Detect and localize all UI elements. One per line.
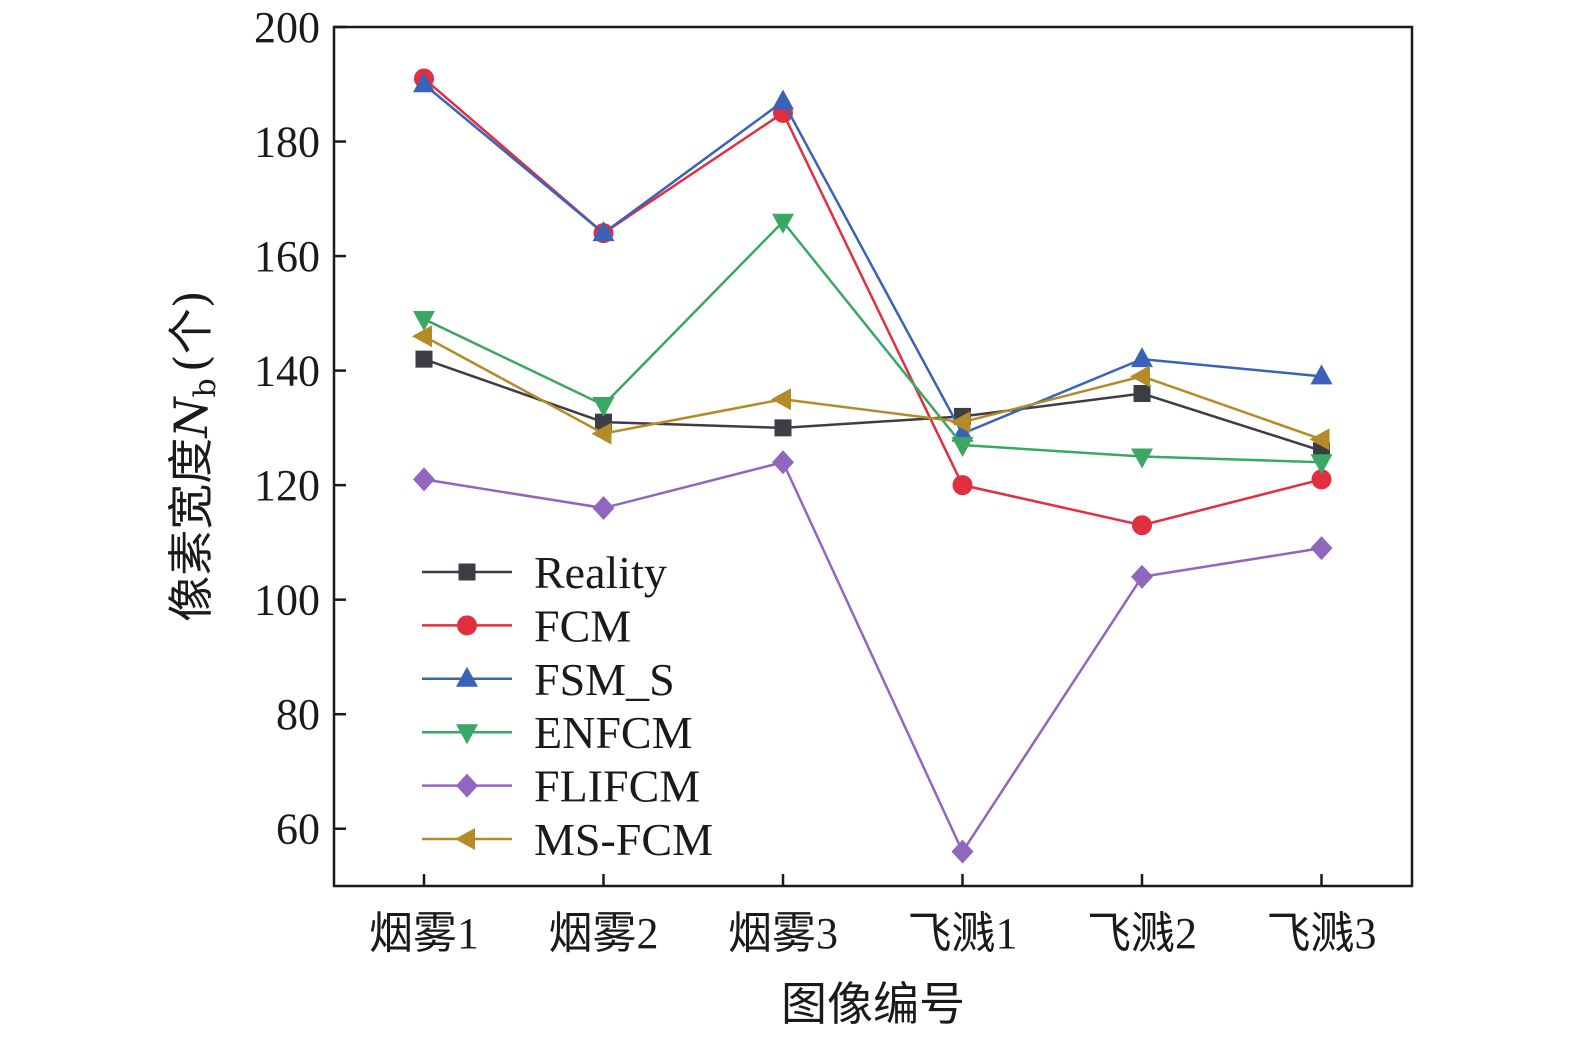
legend-marker (456, 666, 478, 687)
legend-item: ENFCM (422, 707, 692, 758)
data-point (413, 467, 435, 492)
data-point (412, 325, 432, 348)
legend-marker (456, 724, 478, 745)
series-enfcm (413, 213, 1333, 475)
legend-item: FLIFCM (422, 761, 700, 812)
x-axis-title: 图像编号 (781, 977, 965, 1031)
y-axis-title-unit: (个) (164, 290, 218, 372)
legend-item: MS-FCM (422, 814, 713, 865)
axes: 60 80 100 120 140 160 180 200 烟雾1 烟雾2 烟雾3 飞溅1 飞溅2 飞溅3 (254, 3, 1414, 958)
legend-label: FSM_S (534, 654, 675, 705)
data-point (1130, 365, 1150, 388)
data-point (772, 213, 794, 234)
data-point (1133, 385, 1151, 403)
data-point (1310, 536, 1333, 561)
y-tick-label: 180 (254, 118, 320, 167)
legend-marker (456, 773, 478, 798)
data-point (592, 396, 615, 417)
series-fsm-s (413, 72, 1333, 442)
data-point (950, 411, 971, 434)
data-point (1131, 448, 1153, 469)
data-point (1131, 564, 1153, 589)
y-tick-label: 60 (276, 805, 320, 854)
data-point (772, 450, 794, 475)
data-point (772, 89, 794, 110)
y-axis-title: 像素宽度Nb (个) (164, 290, 223, 621)
data-point (592, 221, 615, 242)
data-point (592, 496, 615, 521)
data-point (774, 419, 792, 437)
data-point (951, 437, 974, 458)
y-axis-title-subscript: b (188, 378, 223, 397)
plot-frame (332, 25, 1414, 888)
x-tick-label: 飞溅1 (908, 909, 1018, 958)
x-tick-label: 飞溅2 (1087, 909, 1197, 958)
x-tick-label: 烟雾2 (549, 909, 659, 958)
legend-item: FCM (422, 600, 631, 651)
data-point (1309, 428, 1330, 451)
legend-item: FSM_S (422, 654, 675, 705)
y-tick-label: 80 (276, 690, 320, 739)
legend-marker (457, 615, 477, 636)
series-line (423, 460, 1322, 855)
data-point (1132, 515, 1152, 536)
data-point (1311, 469, 1332, 490)
legend-label: FLIFCM (534, 761, 700, 812)
series-flifcm (413, 450, 1333, 864)
legend-marker (455, 828, 475, 850)
legend-label: Reality (534, 547, 667, 598)
y-axis-title-main: 像素宽度 (164, 438, 218, 622)
legend-label: FCM (534, 600, 631, 651)
series-line (423, 219, 1322, 464)
data-point (413, 72, 435, 93)
legend-label: ENFCM (534, 707, 692, 758)
y-tick-label: 140 (254, 347, 320, 396)
y-tick-label: 120 (254, 461, 320, 510)
legend-marker (458, 563, 476, 581)
x-tick-label: 飞溅3 (1267, 909, 1377, 958)
data-point (413, 311, 435, 332)
legend-label: MS-FCM (534, 814, 713, 865)
data-point (952, 475, 973, 496)
y-tick-label: 160 (254, 232, 320, 281)
data-point (1310, 364, 1333, 385)
series-layer (412, 68, 1333, 864)
x-tick-label: 烟雾1 (369, 909, 479, 958)
data-point (591, 422, 612, 445)
x-tick-label: 烟雾3 (728, 909, 838, 958)
series-line (423, 83, 1322, 436)
data-point (415, 350, 433, 368)
data-point (771, 388, 791, 411)
series-line (423, 357, 1322, 452)
legend-item: Reality (422, 547, 667, 598)
series-line (423, 335, 1322, 441)
data-point (1310, 454, 1333, 475)
y-tick-label: 200 (254, 3, 320, 52)
y-axis-title-symbol: N (164, 396, 218, 439)
y-tick-label: 100 (254, 576, 320, 625)
axis-titles: 图像编号 像素宽度Nb (个) (164, 290, 965, 1031)
data-point (951, 839, 974, 864)
data-point (1131, 347, 1153, 368)
series-ms-fcm (412, 325, 1330, 451)
series-fcm (414, 68, 1332, 536)
